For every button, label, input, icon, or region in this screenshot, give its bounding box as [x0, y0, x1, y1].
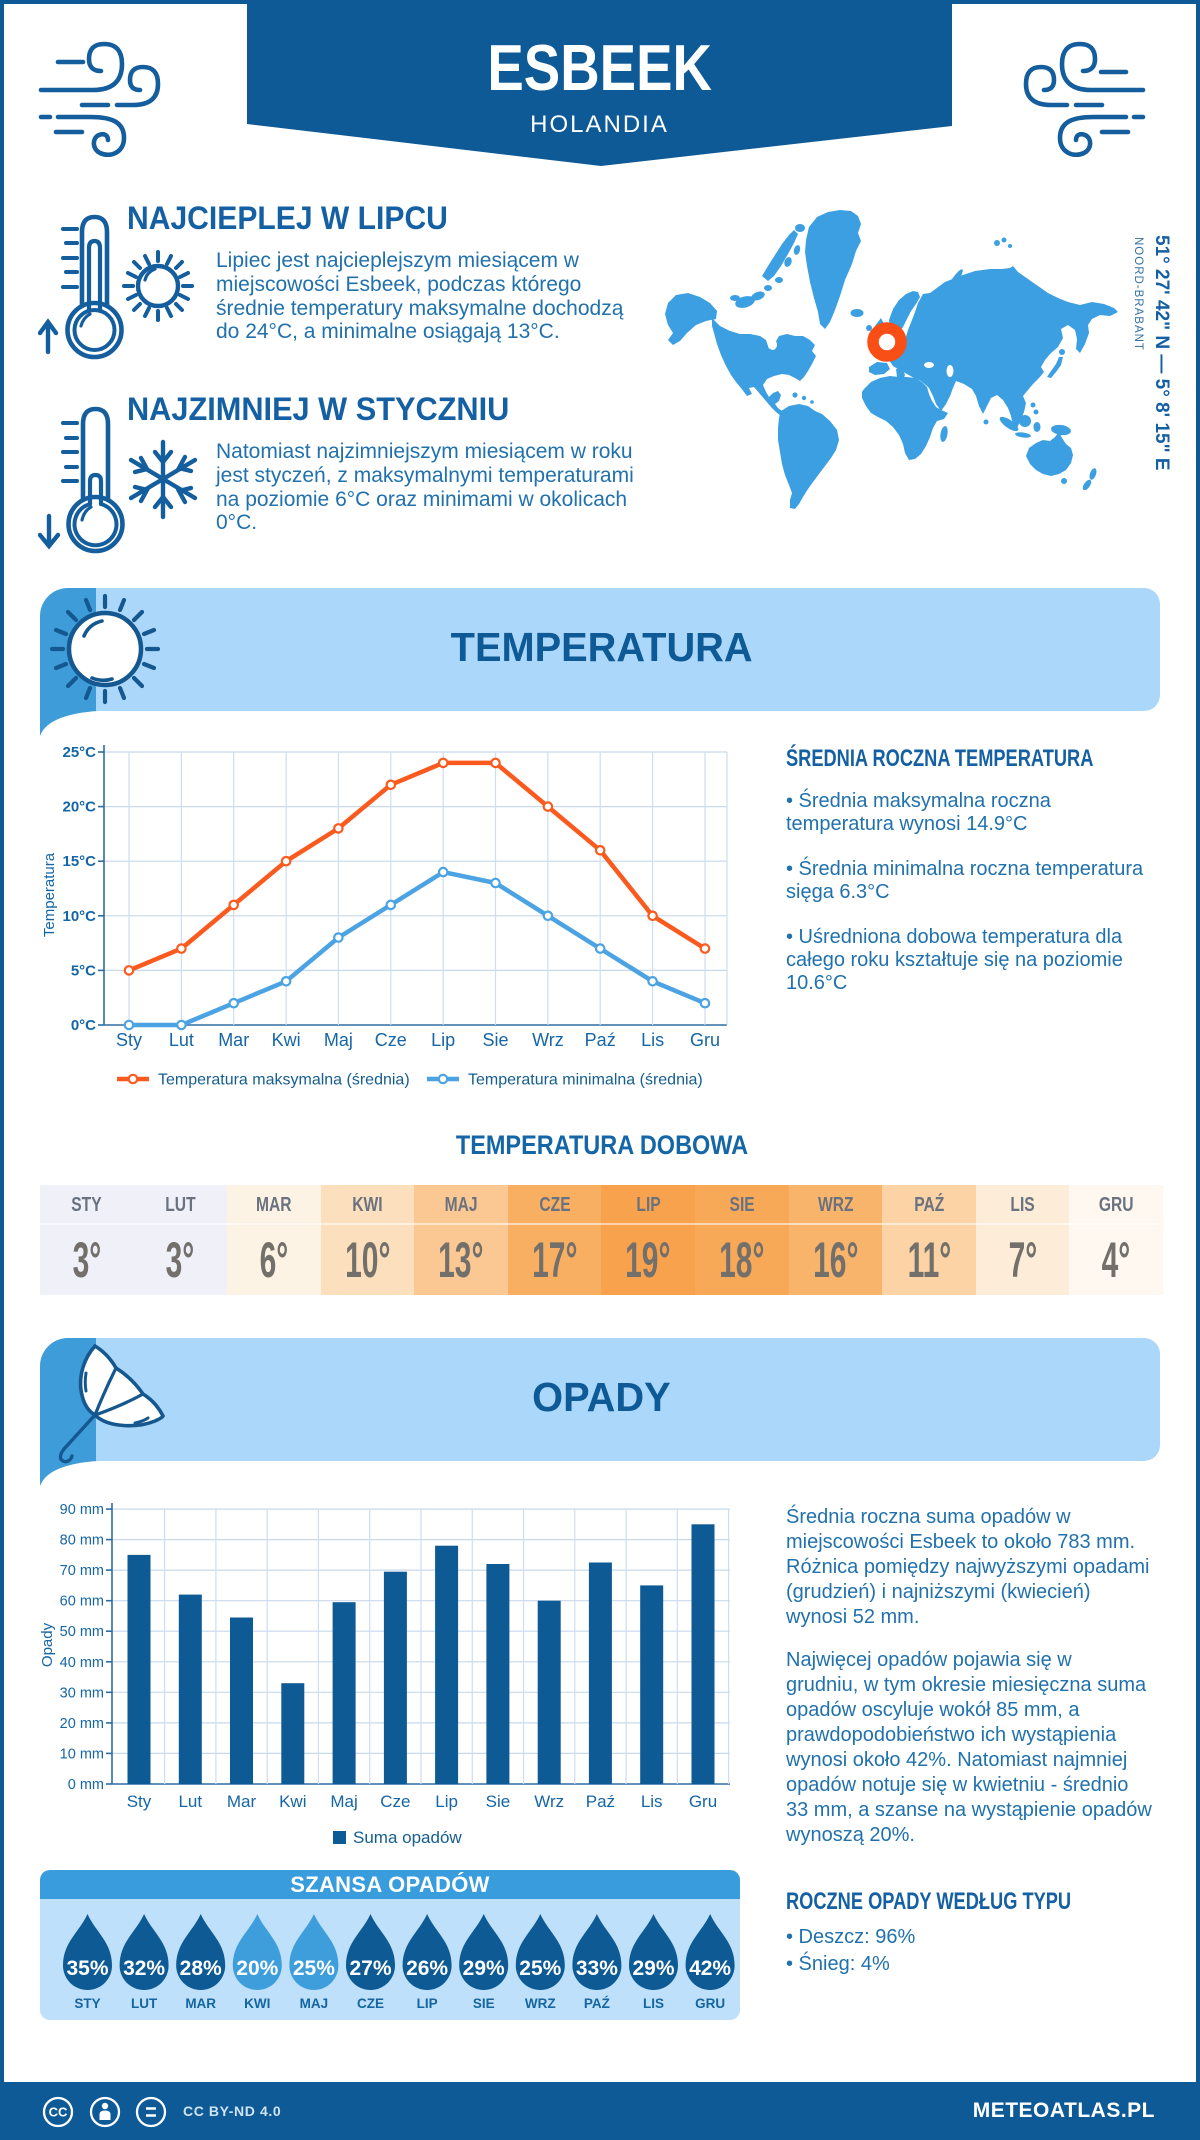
svg-text:Gru: Gru: [690, 1030, 720, 1050]
svg-text:30 mm: 30 mm: [60, 1685, 104, 1701]
svg-text:15°C: 15°C: [62, 853, 96, 870]
svg-text:35%: 35%: [66, 1957, 108, 1980]
svg-text:Suma opadów: Suma opadów: [353, 1828, 462, 1847]
svg-text:20°C: 20°C: [62, 799, 96, 816]
svg-text:5°C: 5°C: [71, 962, 96, 979]
svg-text:Wrz: Wrz: [532, 1030, 564, 1050]
svg-text:Sty: Sty: [127, 1792, 152, 1811]
svg-text:MAR: MAR: [185, 1996, 216, 2011]
svg-text:Temperatura: Temperatura: [41, 852, 58, 937]
svg-text:Sty: Sty: [116, 1030, 142, 1050]
svg-text:80 mm: 80 mm: [60, 1533, 104, 1549]
svg-text:Lip: Lip: [435, 1792, 458, 1811]
svg-text:WRZ: WRZ: [525, 1996, 556, 2011]
svg-text:25°C: 25°C: [62, 744, 96, 761]
svg-text:70 mm: 70 mm: [60, 1563, 104, 1579]
svg-text:29%: 29%: [463, 1957, 505, 1980]
svg-text:Maj: Maj: [330, 1792, 357, 1811]
svg-text:60 mm: 60 mm: [60, 1594, 104, 1610]
svg-text:Lut: Lut: [169, 1030, 194, 1050]
svg-text:Sie: Sie: [482, 1030, 508, 1050]
svg-text:Wrz: Wrz: [534, 1792, 564, 1811]
svg-text:Lis: Lis: [641, 1030, 664, 1050]
svg-text:MAJ: MAJ: [300, 1996, 329, 2011]
svg-text:27%: 27%: [349, 1957, 391, 1980]
svg-text:Cze: Cze: [380, 1792, 410, 1811]
svg-text:Cze: Cze: [375, 1030, 407, 1050]
svg-text:0 mm: 0 mm: [68, 1777, 104, 1793]
svg-text:25%: 25%: [519, 1957, 561, 1980]
svg-text:10 mm: 10 mm: [60, 1746, 104, 1762]
svg-text:90 mm: 90 mm: [60, 1502, 104, 1518]
svg-text:Paź: Paź: [586, 1792, 615, 1811]
svg-text:Kwi: Kwi: [279, 1792, 306, 1811]
svg-text:Sie: Sie: [486, 1792, 511, 1811]
svg-text:25%: 25%: [293, 1957, 335, 1980]
svg-text:10°C: 10°C: [62, 908, 96, 925]
svg-text:Lip: Lip: [431, 1030, 455, 1050]
svg-text:Mar: Mar: [227, 1792, 257, 1811]
svg-text:Temperatura minimalna (średnia: Temperatura minimalna (średnia): [468, 1072, 703, 1089]
svg-text:Lis: Lis: [641, 1792, 663, 1811]
svg-text:28%: 28%: [180, 1957, 222, 1980]
svg-text:40 mm: 40 mm: [60, 1655, 104, 1671]
svg-text:Opady: Opady: [40, 1622, 56, 1667]
svg-text:LIS: LIS: [643, 1996, 664, 2011]
svg-text:Temperatura maksymalna (średni: Temperatura maksymalna (średnia): [158, 1072, 410, 1089]
svg-text:42%: 42%: [689, 1957, 731, 1980]
svg-text:20 mm: 20 mm: [60, 1716, 104, 1732]
svg-text:Maj: Maj: [324, 1030, 353, 1050]
svg-text:Paź: Paź: [585, 1030, 616, 1050]
svg-text:KWI: KWI: [244, 1996, 270, 2011]
svg-text:Lut: Lut: [178, 1792, 202, 1811]
svg-text:29%: 29%: [632, 1957, 674, 1980]
svg-text:Mar: Mar: [218, 1030, 249, 1050]
svg-text:Kwi: Kwi: [272, 1030, 301, 1050]
svg-text:Gru: Gru: [689, 1792, 717, 1811]
svg-text:20%: 20%: [236, 1957, 278, 1980]
svg-text:CZE: CZE: [357, 1996, 384, 2011]
svg-text:0°C: 0°C: [71, 1017, 96, 1034]
svg-text:GRU: GRU: [695, 1996, 725, 2011]
svg-text:STY: STY: [74, 1996, 100, 2011]
svg-text:26%: 26%: [406, 1957, 448, 1980]
svg-text:LIP: LIP: [417, 1996, 438, 2011]
svg-text:32%: 32%: [123, 1957, 165, 1980]
svg-text:SIE: SIE: [473, 1996, 495, 2011]
svg-text:CC: CC: [49, 2105, 68, 2120]
svg-text:PAŹ: PAŹ: [584, 1996, 610, 2011]
svg-text:LUT: LUT: [131, 1996, 158, 2011]
svg-text:50 mm: 50 mm: [60, 1624, 104, 1640]
svg-text:33%: 33%: [576, 1957, 618, 1980]
